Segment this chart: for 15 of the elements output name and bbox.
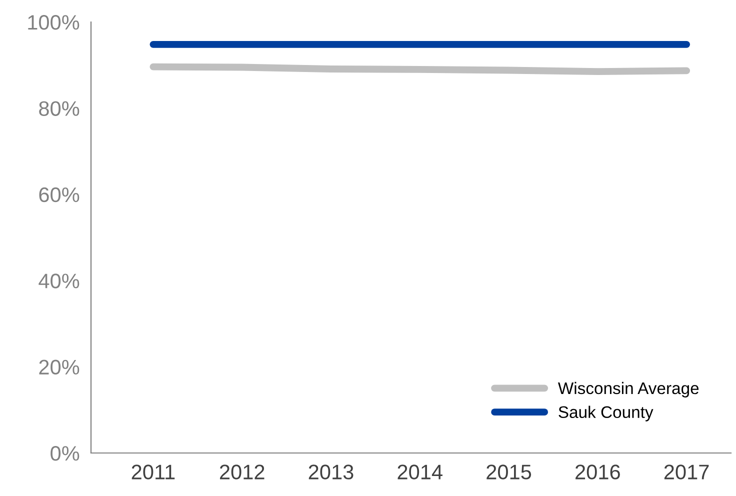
y-tick-label: 80% bbox=[39, 101, 80, 116]
x-tick-label: 2017 bbox=[664, 464, 709, 480]
x-tick-label: 2015 bbox=[486, 464, 532, 480]
x-tick-label: 2016 bbox=[576, 464, 620, 480]
y-tick-label: 20% bbox=[39, 360, 80, 375]
y-tick-label: 60% bbox=[39, 187, 80, 202]
x-tick-label: 2013 bbox=[308, 464, 354, 480]
x-tick-label: 2012 bbox=[220, 464, 264, 480]
y-tick-label: 40% bbox=[38, 274, 80, 288]
legend-label: Wisconsin Average bbox=[558, 382, 699, 398]
y-tick-label: 0% bbox=[50, 446, 80, 461]
x-tick-label: 2014 bbox=[398, 464, 442, 480]
y-tick-label: 100% bbox=[28, 15, 80, 30]
legend-label: Sauk County bbox=[558, 406, 654, 422]
x-tick-label: 2011 bbox=[132, 464, 175, 480]
